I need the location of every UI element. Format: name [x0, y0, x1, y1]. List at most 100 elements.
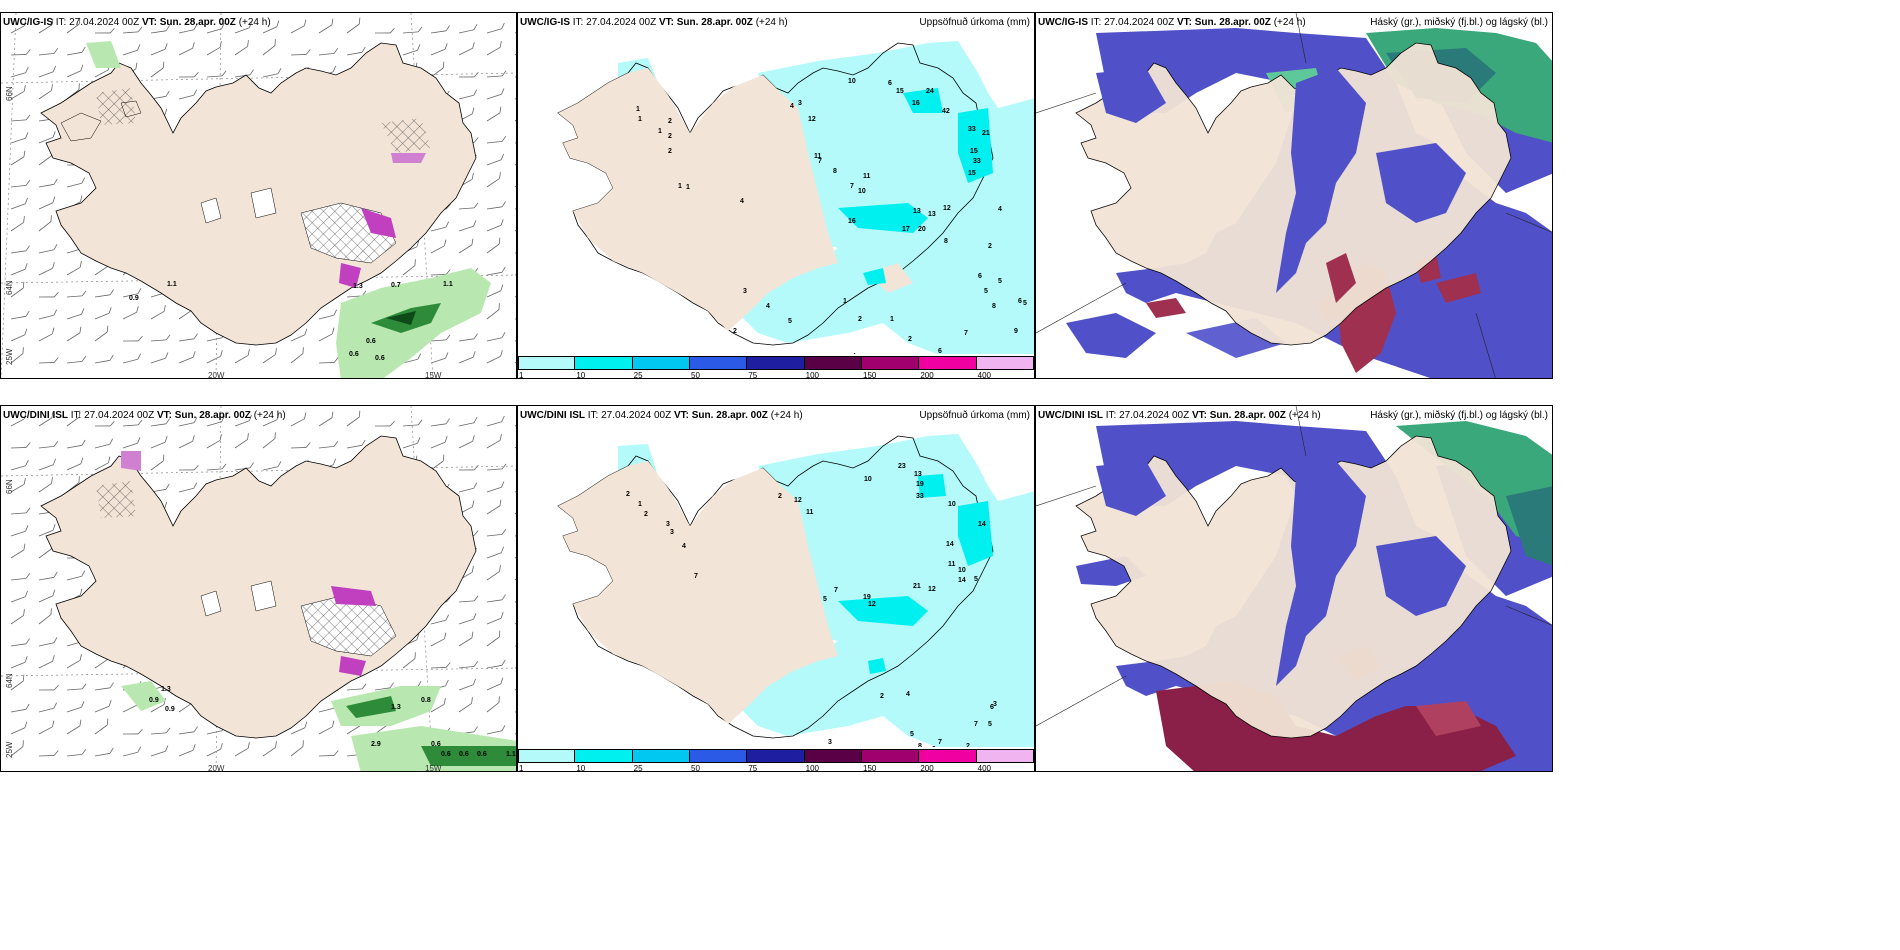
wind-barb: [147, 454, 167, 471]
wind-barb: [399, 258, 419, 276]
map-value-label: 4: [682, 543, 686, 550]
wind-barb: [486, 655, 506, 672]
wind-barb: [458, 458, 479, 477]
lat-label-64: 64N: [5, 673, 14, 688]
model-name: UWC/IG-IS: [3, 17, 53, 28]
map-value-label: 2: [733, 328, 737, 335]
it-label: IT:: [572, 17, 584, 28]
cloud-over-land: [1096, 68, 1466, 303]
map-value-label: 3: [670, 529, 674, 536]
wind-barb: [458, 20, 478, 37]
colorbar-tick-label: 75: [748, 371, 758, 379]
wind-barb: [122, 722, 143, 741]
wind-barb: [178, 65, 199, 84]
wind-barb: [485, 40, 504, 56]
wind-barb: [458, 611, 477, 626]
precip-values: 0.9 1.1 1.3 0.7 1.1 0.6 0.6 0.6: [129, 281, 453, 362]
colorbar-segment: [632, 749, 690, 763]
panel-clouds-igis: UWC/IG-IS IT: 27.04.2024 00Z VT: Sun. 28…: [1035, 12, 1553, 379]
map-value-label: 0.9: [149, 697, 159, 704]
panel-header: UWC/DINI ISL IT: 27.04.2024 00Z VT: Sun.…: [1038, 410, 1321, 421]
map-value-label: 5: [910, 731, 914, 738]
wind-barb: [66, 64, 84, 78]
map-value-label: 6: [1018, 298, 1022, 305]
wind-barb: [458, 656, 479, 674]
lat-label-64: 64N: [5, 280, 14, 295]
wind-barb: [38, 43, 59, 61]
wind-barb: [122, 743, 142, 759]
wind-barb: [343, 17, 363, 34]
wind-barb: [37, 654, 56, 669]
wind-barb: [10, 196, 29, 211]
wind-barb: [402, 435, 421, 450]
wind-barb: [374, 414, 395, 433]
lon-label-20: 20W: [208, 764, 225, 772]
wind-barb: [10, 328, 28, 342]
it-label: IT:: [587, 410, 599, 421]
wind-barb: [233, 741, 252, 757]
vt-label: VT:: [673, 410, 689, 421]
map-value-label: 3: [743, 288, 747, 295]
valid-time: Sun. 28.apr. 00Z: [159, 17, 236, 28]
lead-time: (+24 h): [238, 17, 271, 28]
wind-barb: [64, 719, 84, 735]
wind-barb: [260, 347, 280, 364]
map-value-label: 10: [864, 476, 872, 483]
colorbar-tick-label: 150: [863, 371, 877, 379]
map-value-label: 1: [686, 184, 690, 191]
colorbar-segment: [747, 356, 805, 370]
wind-barb: [8, 543, 28, 559]
wind-barb: [260, 740, 280, 757]
graticule: [1036, 13, 1552, 378]
it-label: IT:: [1105, 410, 1117, 421]
wind-barb: [150, 350, 169, 365]
panel-header: UWC/IG-IS IT: 27.04.2024 00Z VT: Sun. 28…: [520, 17, 788, 28]
map-value-label: 11: [948, 561, 956, 568]
wind-barb: [147, 61, 167, 78]
wind-barb: [430, 435, 448, 449]
wind-barb: [36, 83, 56, 100]
colorbar-segment: [518, 749, 576, 763]
map-value-label: 1: [890, 316, 894, 323]
lead-time: (+24 h): [755, 17, 788, 28]
graticule: [1036, 406, 1552, 727]
wind-barb: [486, 611, 504, 625]
wind-barb: [10, 568, 31, 586]
colorbar-tick-label: 400: [977, 371, 992, 379]
colorbar: 1 10 25 50 75 100 150 200 400: [518, 747, 1034, 771]
map-value-label: 6: [938, 348, 942, 355]
map-value-label: 0.6: [459, 751, 469, 758]
wind-barb: [289, 412, 308, 427]
colorbar-segment: [575, 749, 633, 763]
init-time: 27.04.2024 00Z: [1119, 410, 1190, 421]
vt-label: VT:: [658, 17, 674, 28]
map-value-label: 10: [948, 501, 956, 508]
wind-barb: [37, 261, 56, 276]
it-label: IT:: [70, 410, 82, 421]
wind-barb: [91, 325, 111, 342]
map-value-label: 16: [848, 218, 856, 225]
map-value-label: 1.1: [506, 751, 516, 758]
map-value-label: 2: [668, 148, 672, 155]
valid-time: Sun. 28.apr. 00Z: [1209, 410, 1286, 421]
wind-barb: [483, 695, 503, 713]
map-value-label: 14: [978, 521, 986, 528]
wind-barb: [458, 218, 477, 233]
colorbar-tick-label: 100: [805, 371, 820, 379]
wind-barb: [10, 262, 28, 276]
colorbar-tick-label: 50: [691, 764, 700, 772]
wind-barb: [205, 742, 224, 757]
wind-barb: [35, 214, 55, 232]
wind-barb: [10, 655, 28, 669]
map-value-label: 2: [908, 336, 912, 343]
precip-moderate: [838, 88, 993, 285]
colorbar-tick-label: 400: [977, 764, 992, 772]
wind-barb: [10, 306, 30, 323]
cloud-over-land: [1096, 461, 1466, 686]
map-value-label: 21: [982, 130, 990, 137]
wind-barb: [10, 502, 31, 520]
valid-time: Sun. 28.apr. 00Z: [691, 410, 768, 421]
map-value-label: 1: [658, 128, 662, 135]
map-value-label: 1: [638, 116, 642, 123]
wind-barb: [486, 131, 507, 149]
